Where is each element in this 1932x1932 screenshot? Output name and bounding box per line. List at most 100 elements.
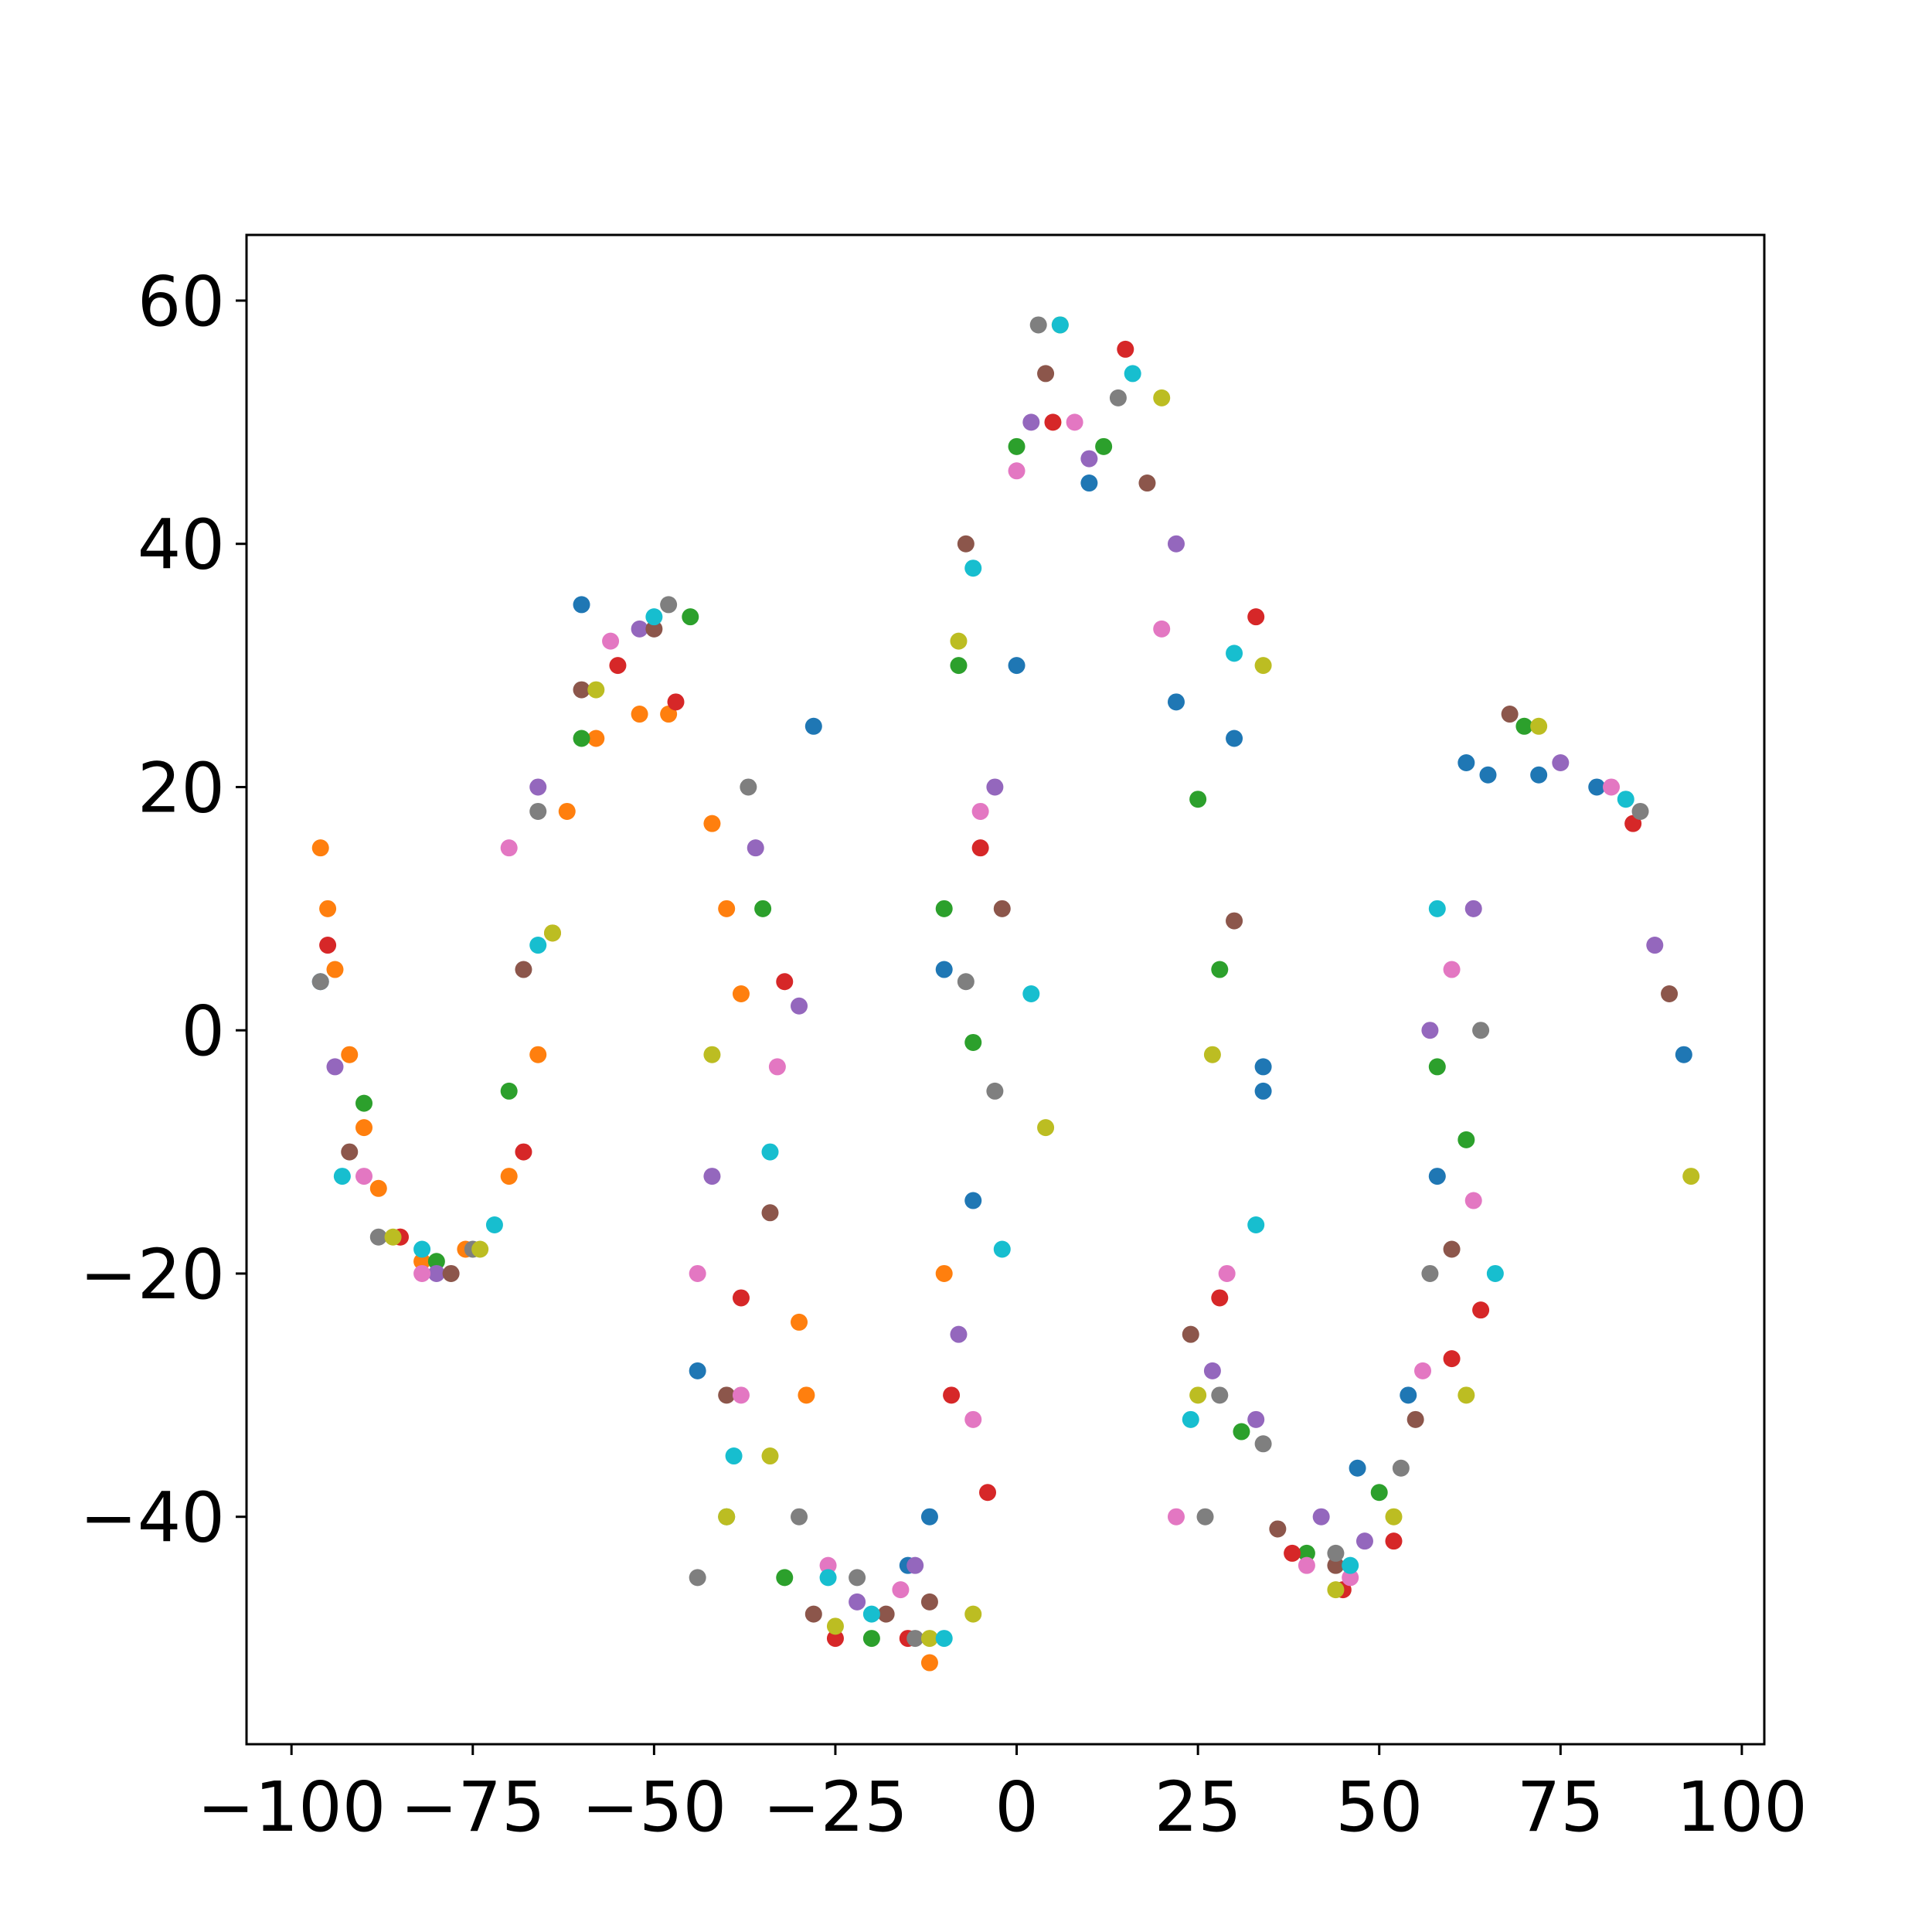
point bbox=[1464, 900, 1482, 917]
point bbox=[819, 1569, 837, 1587]
point bbox=[776, 1569, 794, 1587]
y-tick-label: 40 bbox=[138, 505, 225, 585]
point bbox=[384, 1228, 402, 1246]
x-tick-label: 100 bbox=[1676, 1767, 1808, 1847]
point bbox=[1167, 1508, 1185, 1526]
point bbox=[689, 1264, 706, 1282]
point bbox=[1167, 535, 1185, 553]
point bbox=[1443, 1350, 1461, 1368]
point bbox=[573, 730, 590, 747]
point bbox=[993, 900, 1011, 917]
point bbox=[319, 900, 337, 917]
point bbox=[609, 657, 627, 675]
point bbox=[1211, 1289, 1229, 1307]
x-tick-label: −25 bbox=[763, 1767, 908, 1847]
point bbox=[1247, 608, 1265, 626]
point bbox=[1646, 937, 1664, 954]
point bbox=[732, 1386, 750, 1404]
point bbox=[355, 1094, 373, 1112]
point bbox=[920, 1593, 938, 1611]
point bbox=[791, 1508, 808, 1526]
point bbox=[1022, 985, 1040, 1003]
point bbox=[355, 1119, 373, 1137]
point bbox=[587, 681, 605, 699]
point bbox=[341, 1143, 359, 1161]
point bbox=[740, 778, 757, 796]
point bbox=[804, 1605, 822, 1623]
point bbox=[1254, 657, 1272, 675]
y-tick-label: −40 bbox=[80, 1478, 225, 1558]
point bbox=[1211, 1386, 1229, 1404]
point bbox=[500, 1082, 518, 1100]
point bbox=[1631, 802, 1649, 820]
point bbox=[689, 1569, 706, 1587]
point bbox=[529, 778, 547, 796]
point bbox=[1342, 1569, 1359, 1587]
point bbox=[718, 1508, 736, 1526]
point bbox=[326, 1058, 344, 1076]
point bbox=[660, 596, 678, 614]
point bbox=[1167, 693, 1185, 711]
point bbox=[1037, 1119, 1055, 1137]
point bbox=[1153, 389, 1171, 406]
point bbox=[1284, 1544, 1301, 1562]
point bbox=[826, 1630, 844, 1648]
point bbox=[1211, 961, 1229, 978]
point bbox=[950, 657, 968, 675]
point bbox=[964, 1605, 982, 1623]
point bbox=[1464, 1192, 1482, 1209]
point bbox=[1421, 1022, 1439, 1039]
point bbox=[1385, 1532, 1403, 1550]
x-tick-label: 50 bbox=[1335, 1767, 1423, 1847]
point bbox=[558, 802, 576, 820]
point bbox=[761, 1447, 779, 1465]
point bbox=[1051, 316, 1069, 334]
y-tick-label: 0 bbox=[181, 991, 225, 1071]
point bbox=[950, 632, 968, 650]
point bbox=[971, 802, 989, 820]
point bbox=[427, 1253, 445, 1270]
point bbox=[1153, 620, 1171, 638]
point bbox=[1298, 1556, 1315, 1574]
point bbox=[311, 973, 329, 991]
point bbox=[791, 997, 808, 1015]
point bbox=[1458, 753, 1475, 771]
point bbox=[1203, 1046, 1221, 1063]
point bbox=[1196, 1508, 1214, 1526]
point bbox=[1080, 450, 1098, 468]
point bbox=[1226, 645, 1243, 662]
point bbox=[1066, 413, 1083, 431]
point bbox=[1189, 791, 1207, 808]
point bbox=[819, 1556, 837, 1574]
point bbox=[849, 1593, 866, 1611]
point bbox=[413, 1240, 431, 1258]
point bbox=[732, 1289, 750, 1307]
point bbox=[1182, 1410, 1199, 1428]
point bbox=[761, 1204, 779, 1222]
point bbox=[369, 1228, 387, 1246]
point bbox=[1327, 1544, 1345, 1562]
point bbox=[1552, 753, 1570, 771]
point bbox=[515, 961, 532, 978]
point bbox=[631, 620, 648, 638]
point bbox=[1443, 961, 1461, 978]
point bbox=[1226, 912, 1243, 930]
point bbox=[718, 900, 736, 917]
point bbox=[971, 839, 989, 857]
point bbox=[500, 839, 518, 857]
point bbox=[906, 1556, 924, 1574]
point bbox=[1269, 1520, 1287, 1538]
point bbox=[1479, 766, 1497, 784]
point bbox=[1370, 1484, 1388, 1502]
point bbox=[920, 1630, 938, 1648]
point bbox=[1675, 1046, 1692, 1063]
point bbox=[703, 1046, 721, 1063]
point bbox=[1312, 1508, 1330, 1526]
point bbox=[1218, 1264, 1236, 1282]
point bbox=[964, 1410, 982, 1428]
point bbox=[1247, 1216, 1265, 1234]
point bbox=[964, 1192, 982, 1209]
point bbox=[369, 1179, 387, 1197]
